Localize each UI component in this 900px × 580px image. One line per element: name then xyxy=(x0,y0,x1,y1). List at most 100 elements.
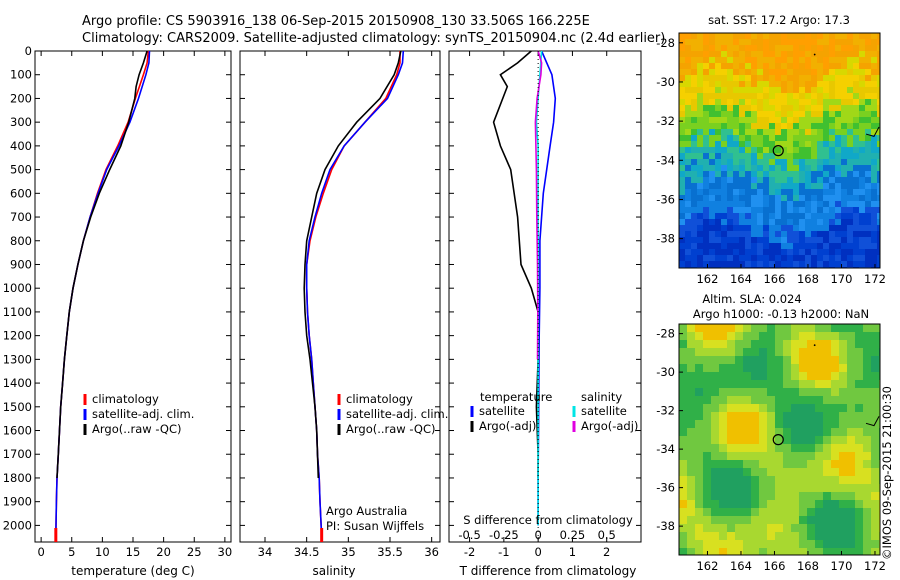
map-cell xyxy=(757,183,764,190)
map-cell xyxy=(859,69,866,76)
y-tick-label: 1000 xyxy=(3,281,32,295)
map-cell xyxy=(711,444,720,453)
map-cell xyxy=(679,219,686,226)
map-cell xyxy=(811,147,818,154)
map-cell xyxy=(807,412,816,421)
map-cell xyxy=(781,81,788,88)
map-cell xyxy=(815,524,824,533)
map-cell xyxy=(811,87,818,94)
map-cell xyxy=(775,249,782,256)
map-cell xyxy=(733,105,740,112)
map-cell xyxy=(829,165,836,172)
map-cell xyxy=(709,171,716,178)
map-cell xyxy=(841,33,848,40)
map-cell xyxy=(697,213,704,220)
difference-xlabel: T difference from climatology xyxy=(459,564,637,578)
map-cell xyxy=(703,213,710,220)
map-cell xyxy=(823,111,830,118)
map-cell xyxy=(703,428,712,437)
map-cell xyxy=(871,33,878,40)
map-cell xyxy=(711,356,720,365)
map-cell xyxy=(823,63,830,70)
map-cell xyxy=(855,404,864,413)
map-cell xyxy=(877,69,881,76)
map-cell xyxy=(793,81,800,88)
map-cell xyxy=(863,428,872,437)
map-cell xyxy=(679,237,686,244)
map-cell xyxy=(823,412,832,421)
map-cell xyxy=(687,484,696,493)
map-cell xyxy=(687,452,696,461)
map-cell xyxy=(769,249,776,256)
map-cell xyxy=(703,524,712,533)
map-cell xyxy=(719,476,728,485)
map-cell xyxy=(679,153,686,160)
map-cell xyxy=(703,508,712,517)
map-cell xyxy=(775,207,782,214)
map-cell xyxy=(847,57,854,64)
map-y-tick-label: -28 xyxy=(656,36,675,50)
map-cell xyxy=(805,237,812,244)
map-cell xyxy=(829,237,836,244)
map-cell xyxy=(767,332,776,341)
map-cell xyxy=(807,420,816,429)
map-cell xyxy=(847,420,856,429)
map-cell xyxy=(695,388,704,397)
map-cell xyxy=(805,141,812,148)
map-cell xyxy=(841,129,848,136)
map-cell xyxy=(767,492,776,501)
map-cell xyxy=(807,476,816,485)
map-cell xyxy=(781,99,788,106)
map-cell xyxy=(817,213,824,220)
map-cell xyxy=(775,39,782,46)
map-cell xyxy=(687,516,696,525)
map-cell xyxy=(793,141,800,148)
map-cell xyxy=(791,476,800,485)
map-cell xyxy=(745,225,752,232)
map-cell xyxy=(745,33,752,40)
map-cell xyxy=(733,87,740,94)
map-cell xyxy=(709,57,716,64)
map-cell xyxy=(839,452,848,461)
map-cell xyxy=(793,201,800,208)
map-cell xyxy=(823,117,830,124)
map-cell xyxy=(877,225,881,232)
map-cell xyxy=(745,165,752,172)
map-cell xyxy=(859,99,866,106)
map-cell xyxy=(767,540,776,549)
map-cell xyxy=(791,436,800,445)
map-cell xyxy=(781,135,788,142)
map-cell xyxy=(727,201,734,208)
map-cell xyxy=(709,189,716,196)
map-cell xyxy=(791,356,800,365)
map-cell xyxy=(767,516,776,525)
map-cell xyxy=(769,99,776,106)
map-cell xyxy=(767,532,776,541)
map-cell xyxy=(871,540,880,549)
map-cell xyxy=(865,57,872,64)
map-cell xyxy=(781,75,788,82)
map-cell xyxy=(727,261,734,268)
map-cell xyxy=(855,324,864,333)
map-cell xyxy=(703,81,710,88)
map-cell xyxy=(679,516,688,525)
map-cell xyxy=(691,195,698,202)
map-cell xyxy=(739,195,746,202)
map-cell xyxy=(691,93,698,100)
map-cell xyxy=(735,364,744,373)
map-cell xyxy=(711,324,720,333)
y-tick-label: 200 xyxy=(10,91,32,105)
map-cell xyxy=(703,231,710,238)
map-x-tick-label: 166 xyxy=(763,272,785,286)
map-cell xyxy=(743,436,752,445)
map-cell xyxy=(703,129,710,136)
map-cell xyxy=(865,69,872,76)
map-cell xyxy=(691,111,698,118)
map-cell xyxy=(775,195,782,202)
map-cell xyxy=(817,33,824,40)
y-tick-label: 700 xyxy=(10,210,32,224)
map-cell xyxy=(757,159,764,166)
map-cell xyxy=(823,444,832,453)
map-cell xyxy=(697,225,704,232)
map-cell xyxy=(743,444,752,453)
